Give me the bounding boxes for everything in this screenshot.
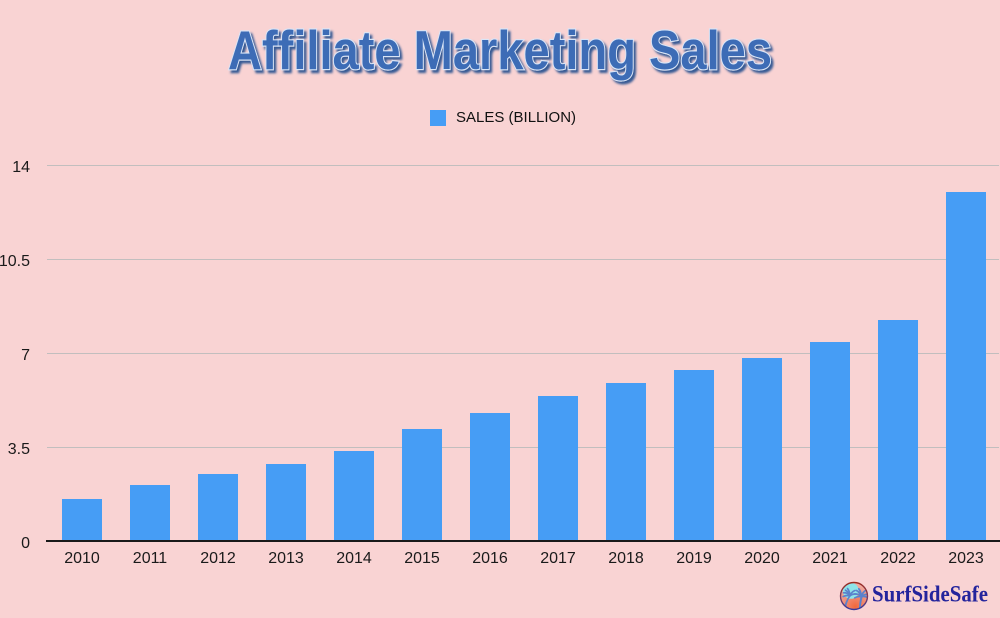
svg-text:Affiliate Marketing Sales: Affiliate Marketing Sales: [228, 19, 772, 81]
svg-text:SurfSideSafe: SurfSideSafe: [872, 582, 988, 608]
